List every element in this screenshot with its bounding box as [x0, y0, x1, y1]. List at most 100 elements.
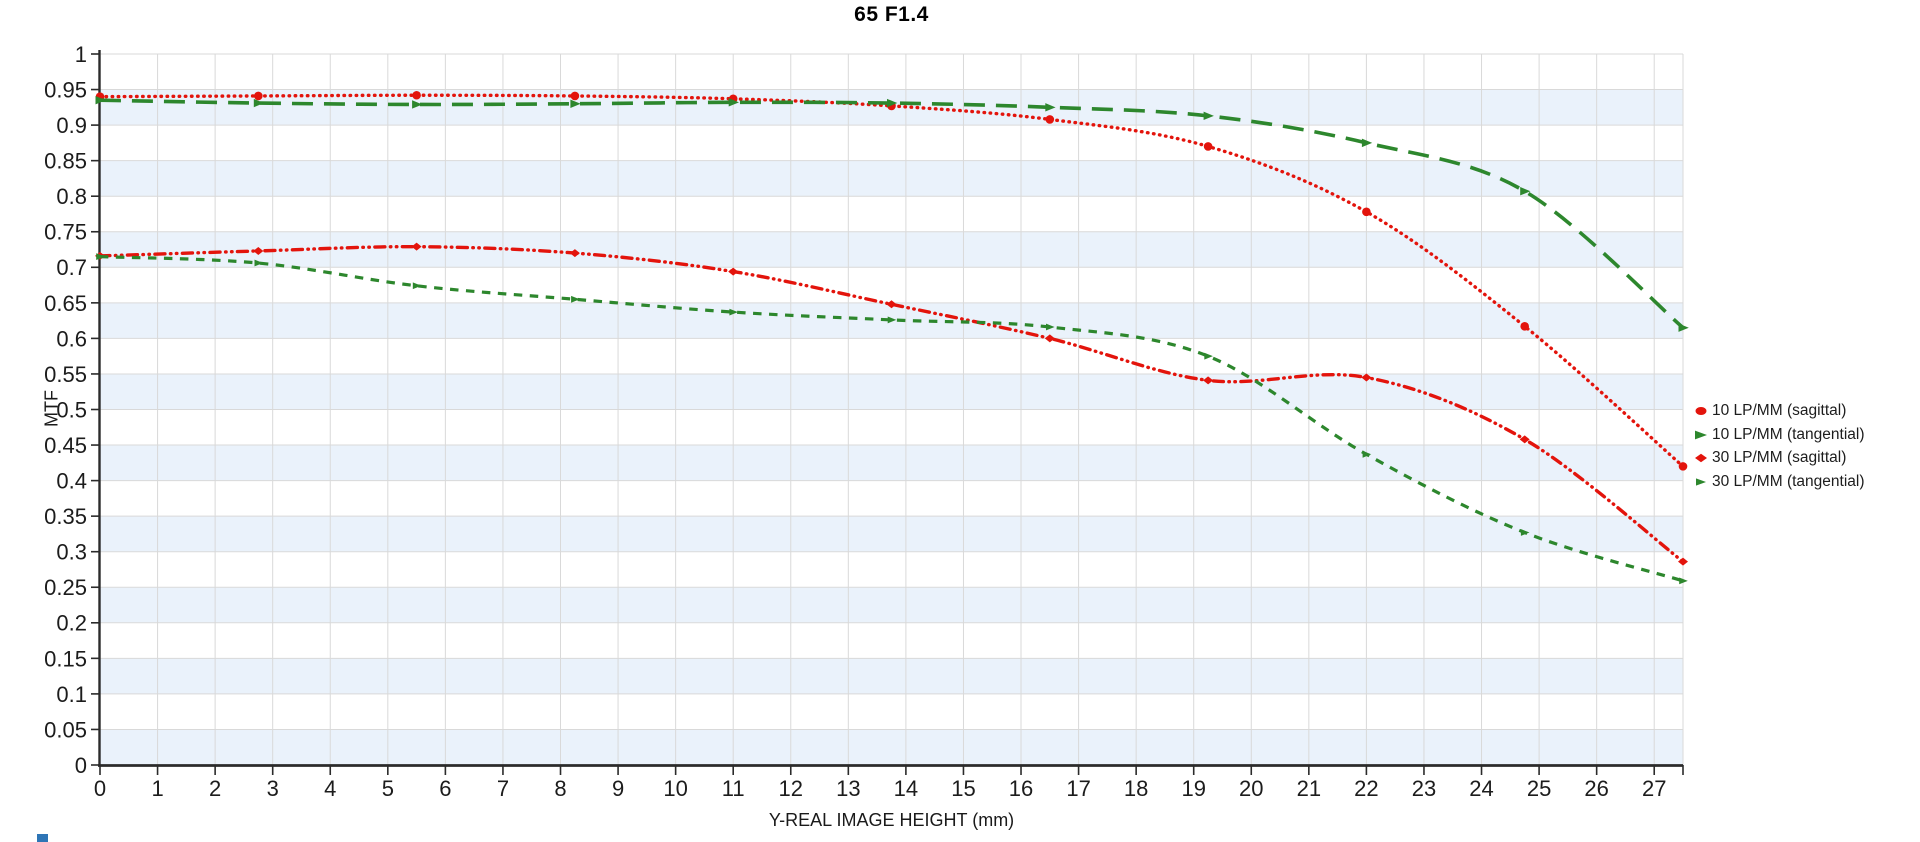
- data-point-marker: [1204, 352, 1213, 360]
- legend-item-label: 10 LP/MM (tangential): [1712, 425, 1865, 443]
- data-point-marker: [571, 295, 580, 303]
- data-point-marker: [1678, 462, 1688, 471]
- y-tick-label: 0.75: [44, 220, 87, 245]
- x-axis-title: Y-REAL IMAGE HEIGHT (mm): [768, 810, 1015, 830]
- y-axis-title: MTF: [41, 390, 62, 427]
- data-point-marker: [1361, 373, 1372, 382]
- y-tick-label: 0.8: [56, 184, 87, 209]
- plot-band: [100, 160, 1683, 197]
- series-line: [98, 93, 1685, 469]
- y-tick-label: 0.65: [44, 291, 87, 316]
- x-tick-label: 11: [722, 776, 745, 801]
- data-point-marker: [411, 242, 422, 251]
- x-tick-label: 8: [554, 776, 566, 801]
- x-tick-label: 15: [951, 776, 975, 801]
- y-tick-label: 0.05: [44, 717, 87, 742]
- data-point-marker: [412, 282, 422, 290]
- plot-band: [100, 658, 1683, 694]
- legend-item: 30 LP/MM (tangential): [1692, 470, 1865, 494]
- y-tick-label: 0.85: [44, 149, 87, 174]
- data-point-marker: [728, 98, 739, 107]
- x-tick-label: 17: [1066, 776, 1090, 801]
- x-tick-label: 6: [439, 776, 451, 801]
- y-tick-label: 0.7: [56, 255, 87, 280]
- series-line: [99, 98, 1685, 330]
- data-point-marker: [887, 316, 897, 324]
- y-tick-label: 1: [75, 42, 87, 67]
- footer-logo-fragment: [37, 834, 48, 842]
- x-tick-label: 7: [497, 776, 509, 801]
- legend-item: 30 LP/MM (sagittal): [1692, 446, 1865, 470]
- y-tick-label: 0.3: [56, 540, 87, 565]
- y-tick-label: 0.55: [44, 362, 87, 387]
- plot-band: [100, 445, 1683, 481]
- data-point-marker: [728, 267, 739, 276]
- y-tick-label: 0.5: [56, 397, 87, 422]
- plot-band: [100, 338, 1683, 374]
- x-tick-label: 20: [1239, 776, 1263, 801]
- y-tick-label: 0.2: [56, 611, 87, 636]
- data-point-marker: [253, 246, 264, 255]
- x-tick-label: 2: [209, 776, 221, 801]
- data-point-marker: [569, 249, 580, 258]
- data-point-marker: [95, 96, 106, 105]
- legend: 10 LP/MM (sagittal) 10 LP/MM (tangential…: [1692, 399, 1865, 494]
- y-tick-label: 0.1: [56, 682, 87, 707]
- x-tick-label: 0: [94, 776, 106, 801]
- plot-band: [100, 409, 1683, 446]
- data-point-marker: [1044, 334, 1055, 343]
- x-tick-label: 10: [663, 776, 687, 801]
- y-tick-label: 0.15: [44, 646, 87, 671]
- data-point-marker: [729, 308, 738, 316]
- data-point-marker: [1361, 138, 1373, 148]
- plot-band: [100, 729, 1683, 765]
- y-tick-label: 0.45: [44, 433, 87, 458]
- x-tick-label: 5: [382, 776, 394, 801]
- x-tick-label: 25: [1527, 776, 1551, 801]
- data-point-marker: [570, 99, 581, 108]
- data-point-marker: [1203, 376, 1214, 385]
- x-tick-label: 4: [324, 776, 336, 801]
- data-point-marker: [886, 300, 897, 309]
- data-point-marker: [1362, 450, 1372, 458]
- data-point-marker: [96, 253, 105, 261]
- data-point-marker: [1362, 207, 1371, 217]
- plot-band: [100, 551, 1683, 588]
- plot-band: [100, 622, 1683, 659]
- series-line: [99, 255, 1684, 583]
- x-tick-label: 18: [1124, 776, 1148, 801]
- x-tick-label: 3: [267, 776, 279, 801]
- x-tick-label: 1: [151, 776, 163, 801]
- plot-band: [100, 125, 1683, 161]
- data-point-marker: [570, 91, 580, 101]
- y-tick-label: 0: [75, 753, 87, 778]
- plot-band: [100, 231, 1683, 268]
- x-tick-label: 21: [1297, 776, 1321, 801]
- plot-band: [100, 480, 1683, 517]
- series-line: [98, 244, 1685, 564]
- data-point-marker: [1520, 187, 1531, 196]
- data-point-marker: [254, 259, 264, 267]
- series-marker-icon: [1695, 406, 1707, 415]
- data-point-marker: [253, 98, 265, 108]
- plot-band: [100, 267, 1683, 303]
- data-point-marker: [1520, 529, 1530, 536]
- data-point-marker: [887, 98, 898, 108]
- x-tick-label: 9: [612, 776, 624, 801]
- x-tick-label: 12: [779, 776, 803, 801]
- data-point-marker: [412, 100, 423, 109]
- x-tick-label: 27: [1642, 776, 1666, 801]
- data-point-marker: [1519, 435, 1530, 444]
- chart-title: 65 F1.4: [854, 3, 929, 26]
- data-point-marker: [1520, 322, 1529, 331]
- y-tick-label: 0.25: [44, 575, 87, 600]
- data-point-marker: [412, 90, 421, 100]
- legend-item: 10 LP/MM (tangential): [1692, 423, 1865, 447]
- y-tick-label: 0.95: [44, 77, 87, 102]
- legend-item-label: 30 LP/MM (tangential): [1712, 472, 1865, 490]
- y-tick-label: 0.4: [56, 469, 87, 494]
- plot-band: [100, 516, 1683, 552]
- y-tick-label: 0.6: [56, 326, 87, 351]
- data-point-marker: [1679, 577, 1688, 585]
